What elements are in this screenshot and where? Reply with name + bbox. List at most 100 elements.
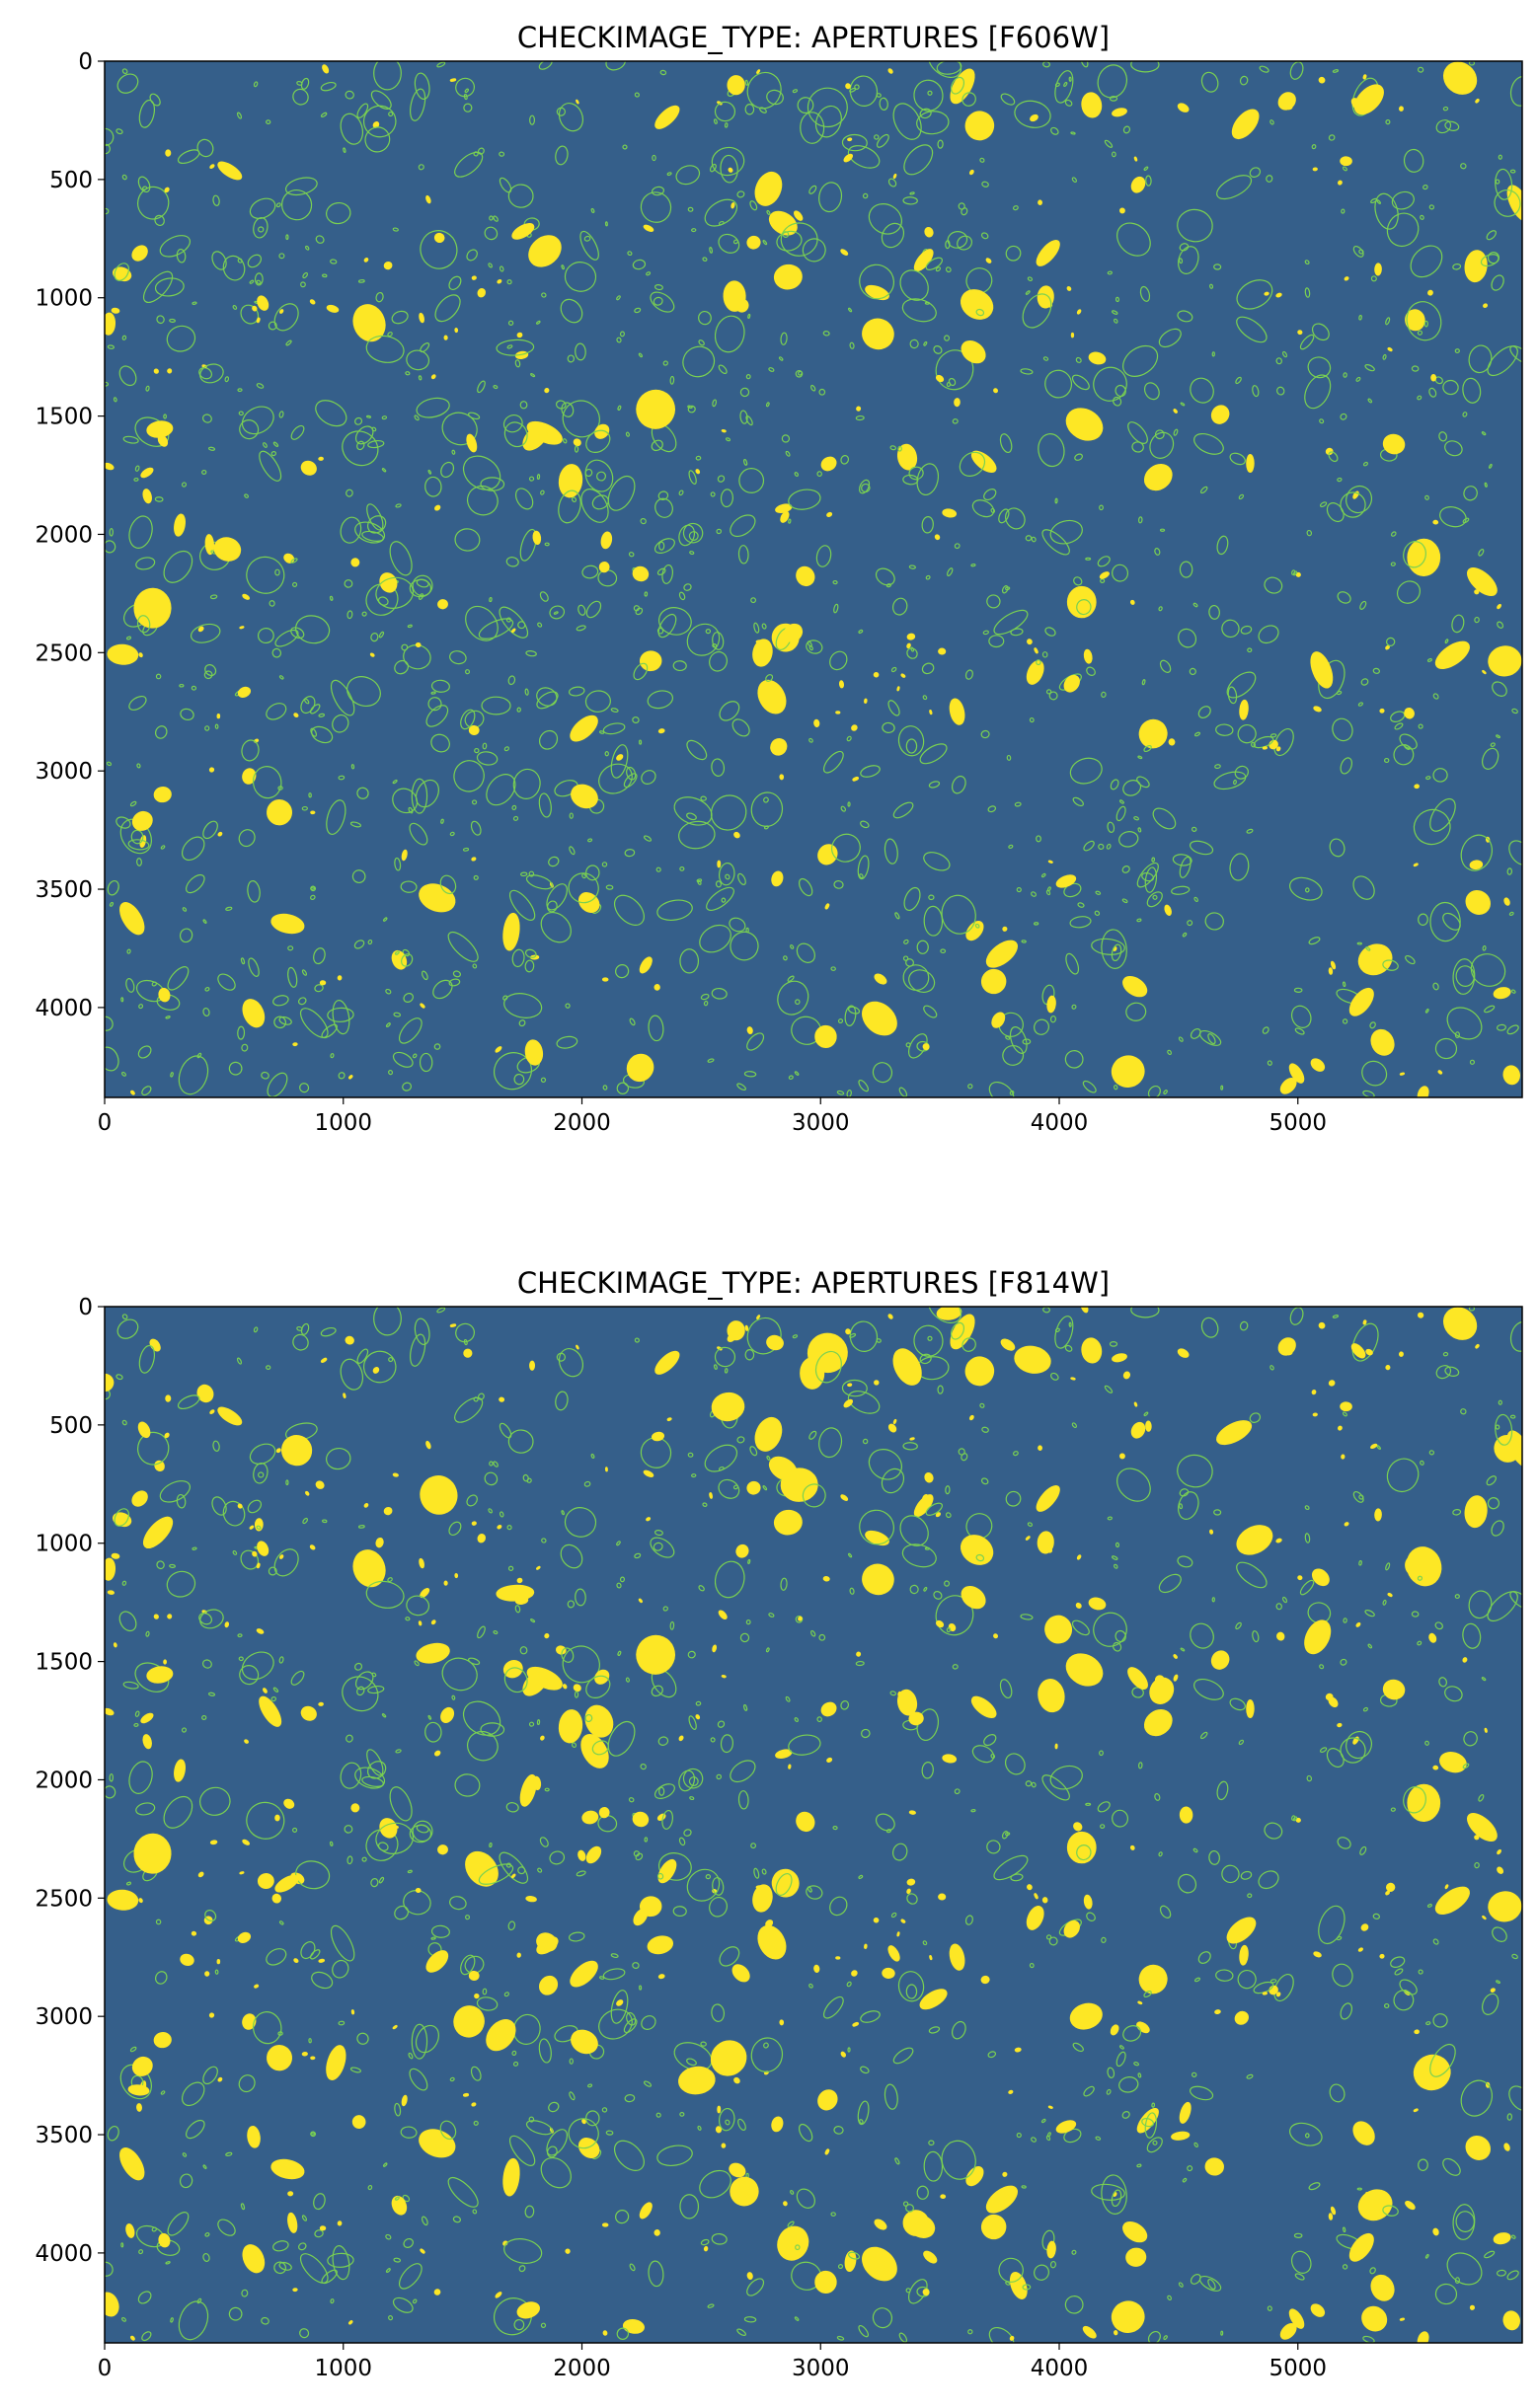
source-aperture — [1048, 691, 1058, 701]
source-aperture — [1152, 894, 1158, 900]
source-aperture — [780, 1467, 818, 1502]
source-aperture — [778, 356, 784, 361]
source-aperture — [830, 2212, 836, 2217]
source-aperture — [1439, 506, 1467, 528]
source-aperture — [1095, 2136, 1102, 2141]
source-aperture — [225, 2151, 233, 2156]
source-aperture — [337, 2220, 343, 2226]
source-aperture — [814, 1024, 837, 1048]
source-aperture — [1136, 862, 1159, 888]
source-aperture — [1247, 647, 1253, 653]
source-aperture — [493, 1630, 499, 1635]
source-aperture — [975, 1553, 985, 1562]
source-aperture — [1372, 1913, 1380, 1919]
source-aperture — [1049, 1015, 1056, 1023]
source-aperture — [968, 1414, 974, 1421]
source-aperture — [199, 1786, 231, 1816]
source-aperture — [562, 1684, 568, 1690]
source-aperture — [813, 718, 820, 728]
source-aperture — [849, 75, 879, 107]
source-aperture — [695, 455, 702, 461]
source-aperture — [746, 1026, 753, 1034]
source-aperture — [712, 1644, 718, 1653]
source-aperture — [263, 442, 268, 448]
source-aperture — [388, 2315, 394, 2321]
source-aperture — [465, 1915, 471, 1920]
source-aperture — [107, 1889, 139, 1911]
source-aperture — [249, 1525, 255, 1530]
source-aperture — [424, 1721, 442, 1743]
source-aperture — [1407, 1783, 1441, 1822]
source-aperture — [1384, 2002, 1390, 2009]
source-aperture — [1115, 384, 1126, 398]
source-aperture — [750, 2037, 784, 2072]
source-aperture — [1312, 167, 1318, 172]
source-aperture — [540, 1077, 547, 1083]
source-aperture — [937, 1385, 944, 1394]
source-aperture — [988, 1081, 1015, 1097]
source-aperture — [558, 103, 584, 132]
source-aperture — [1318, 1321, 1326, 1329]
source-aperture — [228, 2306, 243, 2321]
source-aperture — [244, 493, 249, 498]
source-aperture — [242, 2013, 257, 2030]
source-aperture — [854, 84, 860, 90]
source-aperture — [1495, 168, 1513, 200]
source-aperture — [403, 2237, 414, 2248]
source-aperture — [1115, 805, 1126, 822]
source-aperture — [857, 2100, 870, 2126]
source-aperture — [1281, 1596, 1288, 1604]
source-aperture — [536, 691, 559, 710]
source-aperture — [518, 1019, 526, 1027]
source-aperture — [678, 820, 716, 850]
source-aperture — [1311, 1568, 1330, 1587]
source-aperture — [602, 722, 626, 735]
source-aperture — [300, 281, 306, 288]
source-aperture — [516, 332, 523, 339]
source-aperture — [933, 345, 943, 354]
source-aperture — [607, 475, 636, 511]
source-aperture — [1178, 1491, 1199, 1520]
source-aperture — [1075, 356, 1082, 363]
source-aperture — [319, 980, 327, 986]
source-aperture — [529, 114, 536, 125]
source-aperture — [347, 2320, 353, 2325]
source-aperture — [291, 1827, 298, 1833]
source-aperture — [378, 631, 385, 639]
source-aperture — [514, 1605, 521, 1614]
source-aperture — [489, 1461, 494, 1467]
source-aperture — [1086, 1912, 1096, 1922]
source-aperture — [1414, 784, 1420, 790]
source-aperture — [259, 450, 282, 482]
source-aperture — [167, 966, 190, 991]
source-aperture — [935, 349, 974, 391]
source-aperture — [439, 2120, 457, 2141]
source-aperture — [1216, 535, 1229, 556]
source-aperture — [270, 2158, 305, 2180]
source-aperture — [216, 1959, 221, 1965]
source-aperture — [463, 103, 473, 113]
source-aperture — [454, 1572, 459, 1579]
source-aperture — [512, 2061, 519, 2067]
source-aperture — [840, 455, 850, 465]
source-aperture — [373, 1307, 402, 1336]
source-aperture — [1064, 2295, 1084, 2314]
source-aperture — [471, 2102, 477, 2107]
source-aperture — [788, 518, 792, 524]
source-aperture — [604, 1467, 608, 1472]
source-aperture — [1075, 1602, 1082, 1609]
source-aperture — [1444, 120, 1460, 131]
source-aperture — [1177, 1348, 1190, 1358]
source-aperture — [153, 2032, 172, 2049]
source-aperture — [443, 335, 448, 340]
source-aperture — [1209, 283, 1214, 289]
source-aperture — [1482, 944, 1487, 951]
source-aperture — [401, 2094, 408, 2107]
source-aperture — [320, 1326, 337, 1337]
source-aperture — [1423, 185, 1428, 190]
source-aperture — [1292, 570, 1298, 576]
source-aperture — [624, 2094, 636, 2103]
source-aperture — [441, 1657, 478, 1692]
source-aperture — [736, 2328, 746, 2337]
source-aperture — [641, 2015, 656, 2030]
